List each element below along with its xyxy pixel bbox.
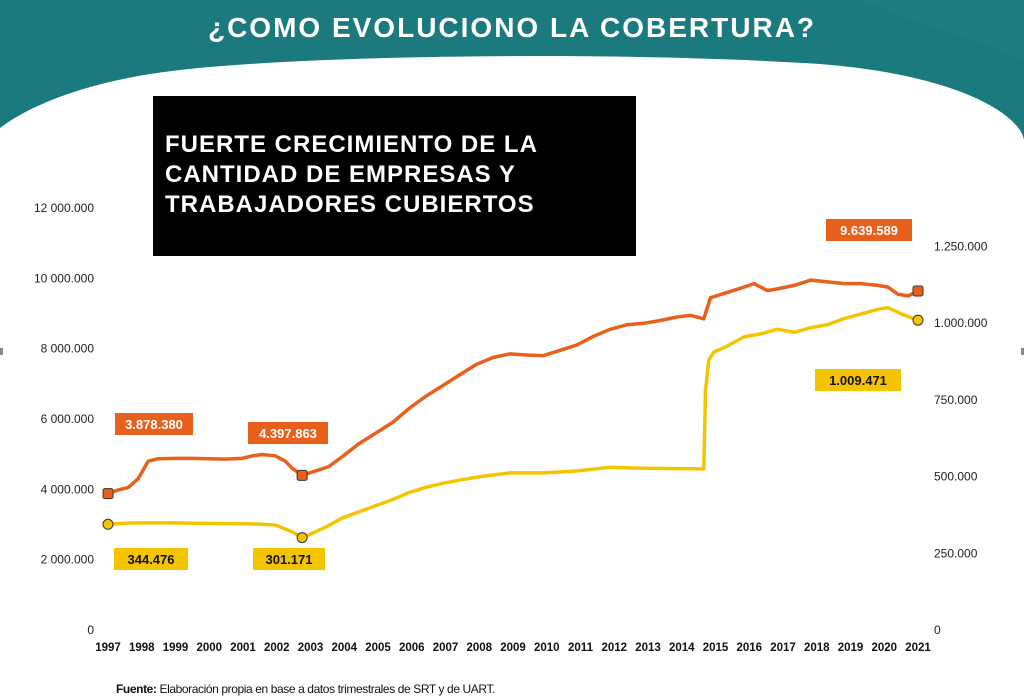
companies-marker <box>912 314 924 326</box>
x-tick-label: 2011 <box>568 642 594 654</box>
x-tick-label: 2014 <box>669 642 695 654</box>
x-tick-label: 2018 <box>804 642 830 654</box>
x-tick-label: 2002 <box>264 642 290 654</box>
headline-line: TRABAJADORES CUBIERTOS <box>165 191 535 218</box>
x-tick-label: 2010 <box>534 642 560 654</box>
x-tick-label: 2008 <box>466 642 492 654</box>
banner-accent <box>860 0 1024 60</box>
source-footnote: Fuente: Elaboración propia en base a dat… <box>116 682 495 696</box>
workers-marker <box>296 469 308 481</box>
left-tick-label: 8 000.000 <box>41 342 95 356</box>
header-banner <box>0 0 1024 140</box>
value-tag-label: 9.639.589 <box>840 223 898 238</box>
slide-edge-mark <box>1021 348 1024 355</box>
x-tick-label: 1997 <box>95 642 121 654</box>
headline-box: FUERTE CRECIMIENTO DE LA CANTIDAD DE EMP… <box>153 96 636 256</box>
footnote-text: Elaboración propia en base a datos trime… <box>156 682 495 696</box>
x-tick-label: 2003 <box>298 642 324 654</box>
companies-line <box>107 305 919 540</box>
slide-edge-mark <box>0 348 3 355</box>
companies-marker <box>296 532 308 544</box>
right-tick-label: 1.250.000 <box>934 239 988 253</box>
workers-line <box>107 278 919 496</box>
x-tick-label: 2009 <box>500 642 526 654</box>
x-tick-label: 2019 <box>838 642 864 654</box>
headline-line: CANTIDAD DE EMPRESAS Y <box>165 161 516 188</box>
x-tick-label: 2020 <box>871 642 897 654</box>
x-tick-label: 2000 <box>196 642 222 654</box>
value-tag-label: 4.397.863 <box>259 426 317 441</box>
x-tick-label: 1998 <box>129 642 155 654</box>
workers-marker <box>912 285 924 297</box>
workers-value-tag <box>115 413 193 435</box>
left-tick-label: 12 000.000 <box>34 201 94 215</box>
page-title: ¿COMO EVOLUCIONO LA COBERTURA? <box>207 12 817 43</box>
headline-line: FUERTE CRECIMIENTO DE LA <box>165 131 538 158</box>
footnote-label: Fuente: <box>116 682 157 696</box>
companies-value-tag <box>253 548 325 570</box>
x-tick-label: 1999 <box>163 642 189 654</box>
banner-shape <box>0 0 1024 140</box>
left-tick-label: 10 000.000 <box>34 271 94 285</box>
right-tick-label: 750.000 <box>934 393 978 407</box>
series-lines <box>107 278 919 540</box>
left-axis: 0 2 000.000 4 000.000 6 000.000 8 000.000 10 … <box>34 201 94 637</box>
left-tick-label: 0 <box>87 623 94 637</box>
value-tag-label: 1.009.471 <box>829 373 887 388</box>
x-tick-label: 2021 <box>905 642 931 654</box>
workers-value-tag <box>248 422 328 444</box>
x-tick-label: 2012 <box>601 642 627 654</box>
right-tick-label: 1.000.000 <box>934 316 988 330</box>
left-tick-label: 2 000.000 <box>41 553 95 567</box>
value-tag-label: 344.476 <box>128 552 175 567</box>
companies-marker <box>102 518 114 530</box>
x-tick-label: 2015 <box>703 642 729 654</box>
workers-marker <box>102 488 114 500</box>
value-tag-label: 301.171 <box>266 552 313 567</box>
right-axis: 0 250.000 500.000 750.000 1.000.000 1.250.000 <box>934 239 988 637</box>
x-tick-label: 2016 <box>736 642 762 654</box>
left-tick-label: 4 000.000 <box>41 482 95 496</box>
left-tick-label: 6 000.000 <box>41 412 95 426</box>
right-tick-label: 500.000 <box>934 470 978 484</box>
x-tick-label: 2005 <box>365 642 391 654</box>
companies-value-tag <box>815 369 901 391</box>
right-tick-label: 0 <box>934 623 941 637</box>
x-axis: 1997 1998 1999 2000 2001 2002 2003 2004 2005 2006… <box>95 642 931 654</box>
value-tags: 3.878.380 4.397.863 9.639.589 344.476 301.17… <box>114 219 912 570</box>
x-tick-label: 2013 <box>635 642 661 654</box>
companies-value-tag <box>114 548 188 570</box>
value-tag-label: 3.878.380 <box>125 417 183 432</box>
series-markers <box>102 285 924 544</box>
x-tick-label: 2004 <box>331 642 357 654</box>
right-tick-label: 250.000 <box>934 546 978 560</box>
x-tick-label: 2001 <box>230 642 256 654</box>
workers-value-tag <box>826 219 912 241</box>
x-tick-label: 2017 <box>770 642 796 654</box>
x-tick-label: 2006 <box>399 642 425 654</box>
x-tick-label: 2007 <box>433 642 459 654</box>
